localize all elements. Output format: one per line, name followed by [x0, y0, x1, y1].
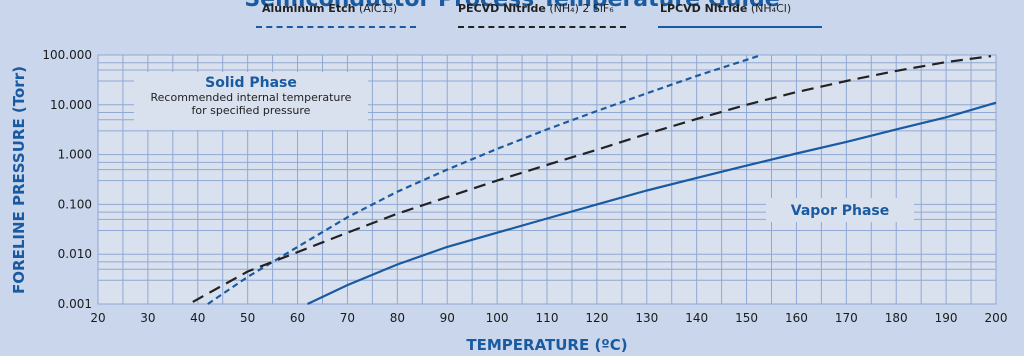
- y-tick-label: 0.100: [58, 197, 92, 211]
- x-tick-label: 100: [486, 311, 509, 325]
- solid-phase-box: Solid Phase Recommended internal tempera…: [134, 72, 368, 130]
- x-tick-label: 90: [440, 311, 455, 325]
- legend-lpcvd-line: [658, 26, 822, 28]
- x-tick-label: 160: [785, 311, 808, 325]
- x-tick-label: 140: [685, 311, 708, 325]
- solid-phase-note: Recommended internal temperature for spe…: [150, 91, 352, 117]
- vapor-phase-title: Vapor Phase: [790, 203, 890, 219]
- y-axis-label: FORELINE PRESSURE (Torr): [10, 66, 28, 294]
- series-line-1: [192, 55, 992, 303]
- legend-pecvd-name: PECVD Nitride: [458, 2, 546, 15]
- legend: Aluminum Etch (AlC1₃) PECVD Nitride (NH₄…: [0, 0, 1024, 40]
- legend-lpcvd: LPCVD Nitride (NH₄Cl): [660, 2, 791, 15]
- x-tick-label: 20: [90, 311, 105, 325]
- legend-pecvd-formula: (NH₄) 2 SiF₆: [549, 2, 614, 15]
- solid-phase-title: Solid Phase: [205, 75, 297, 91]
- x-tick-label: 40: [190, 311, 205, 325]
- legend-aluminum-formula: (AlC1₃): [358, 2, 398, 15]
- legend-pecvd: PECVD Nitride (NH₄) 2 SiF₆: [458, 2, 614, 15]
- y-tick-label: 0.001: [58, 297, 92, 311]
- x-tick-label: 130: [635, 311, 658, 325]
- legend-aluminum-line: [256, 26, 416, 28]
- chart-title: Semiconductor Process Temperature Guide: [0, 0, 1024, 12]
- x-tick-label: 150: [735, 311, 758, 325]
- x-tick-label: 60: [290, 311, 305, 325]
- x-tick-label: 200: [985, 311, 1008, 325]
- y-tick-label: 10.000: [50, 98, 92, 112]
- legend-lpcvd-name: LPCVD Nitride: [660, 2, 748, 15]
- series-line-0: [207, 53, 762, 305]
- legend-lpcvd-formula: (NH₄Cl): [750, 2, 792, 15]
- x-tick-label: 180: [885, 311, 908, 325]
- x-axis-label: TEMPERATURE (ºC): [466, 336, 627, 354]
- y-tick-labels: 0.001 0.010 0.100 1.000 10.000 100.000: [42, 48, 92, 311]
- x-tick-label: 120: [585, 311, 608, 325]
- legend-aluminum-name: Aluminum Etch: [262, 2, 356, 15]
- x-tick-label: 70: [340, 311, 355, 325]
- x-tick-label: 190: [935, 311, 958, 325]
- series-lines: [192, 53, 997, 305]
- x-tick-label: 170: [835, 311, 858, 325]
- x-tick-label: 110: [536, 311, 559, 325]
- legend-pecvd-line: [458, 26, 626, 28]
- x-tick-label: 80: [390, 311, 405, 325]
- x-tick-label: 30: [140, 311, 155, 325]
- series-line-2: [307, 101, 997, 305]
- vapor-phase-box: Vapor Phase: [766, 198, 914, 222]
- y-tick-label: 1.000: [58, 148, 92, 162]
- y-tick-label: 100.000: [42, 48, 92, 62]
- x-tick-label: 50: [240, 311, 255, 325]
- y-tick-label: 0.010: [58, 247, 92, 261]
- legend-aluminum: Aluminum Etch (AlC1₃): [262, 2, 397, 15]
- x-tick-labels: 20 30 40 50 60 70 80 90 100 110 120 130 140 150 160 170…: [90, 311, 1007, 325]
